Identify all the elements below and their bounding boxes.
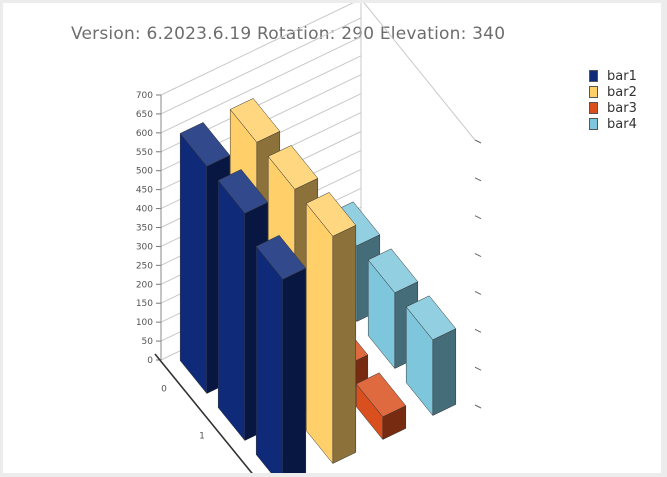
legend-label: bar1 [607, 68, 637, 84]
y-tick-label: 300 [136, 242, 153, 252]
legend-label: bar3 [607, 100, 637, 116]
chart-frame: Version: 6.2023.6.19 Rotation: 290 Eleva… [3, 3, 661, 473]
legend-label: bar4 [607, 116, 637, 132]
chart-legend: bar1 bar2 bar3 bar4 [589, 68, 637, 132]
y-tick-label: 650 [136, 110, 153, 120]
legend-swatch [589, 70, 598, 82]
bar-bar4-2 [405, 295, 457, 417]
legend-label: bar2 [607, 84, 637, 100]
x-axis-line [154, 353, 253, 473]
legend-swatch [589, 102, 598, 114]
legend-item-bar3[interactable]: bar3 [589, 100, 637, 116]
x-tick-label: 0 [161, 385, 167, 395]
legend-swatch [589, 86, 598, 98]
chart-bars [179, 98, 457, 473]
y-tick-label: 200 [136, 280, 153, 290]
right-wall-tick [474, 404, 482, 409]
y-tick-label: 550 [136, 148, 153, 158]
bar-bar1-2 [255, 234, 307, 473]
right-wall-tick [474, 290, 482, 295]
bar-bar3-2 [355, 372, 407, 441]
right-wall-tick [474, 139, 482, 144]
y-tick-label: 600 [136, 129, 153, 139]
legend-item-bar2[interactable]: bar2 [589, 84, 637, 100]
right-wall-tick [474, 215, 482, 220]
y-tick-label: 150 [136, 299, 153, 309]
legend-swatch [589, 118, 598, 130]
x-tick-label: 1 [199, 432, 205, 442]
right-wall-tick [474, 366, 482, 371]
x-axis-ticks: 012 [154, 353, 253, 473]
y-tick: 650 [136, 17, 362, 120]
y-tick: 700 [136, 3, 354, 101]
y-tick-label: 400 [136, 205, 153, 215]
top-edge [363, 3, 476, 141]
bar-bar2-2 [305, 192, 357, 465]
chart-plot-area: 0 50 100 150 200 250 300 350 400 450 500 550 600 650 7… [136, 3, 482, 473]
y-tick: 600 [136, 36, 362, 139]
y-tick-label: 500 [136, 167, 153, 177]
y-tick-label: 100 [136, 318, 153, 328]
right-wall-tick [474, 253, 482, 258]
legend-item-bar4[interactable]: bar4 [589, 116, 637, 132]
y-tick-label: 350 [136, 224, 153, 234]
right-wall-tick [474, 177, 482, 182]
y-tick-label: 700 [136, 91, 153, 101]
y-tick-label: 0 [147, 356, 153, 366]
y-tick-label: 50 [142, 337, 154, 347]
legend-item-bar1[interactable]: bar1 [589, 68, 637, 84]
y-tick-label: 450 [136, 186, 153, 196]
y-tick-label: 250 [136, 261, 153, 271]
right-wall-tick [474, 328, 482, 333]
